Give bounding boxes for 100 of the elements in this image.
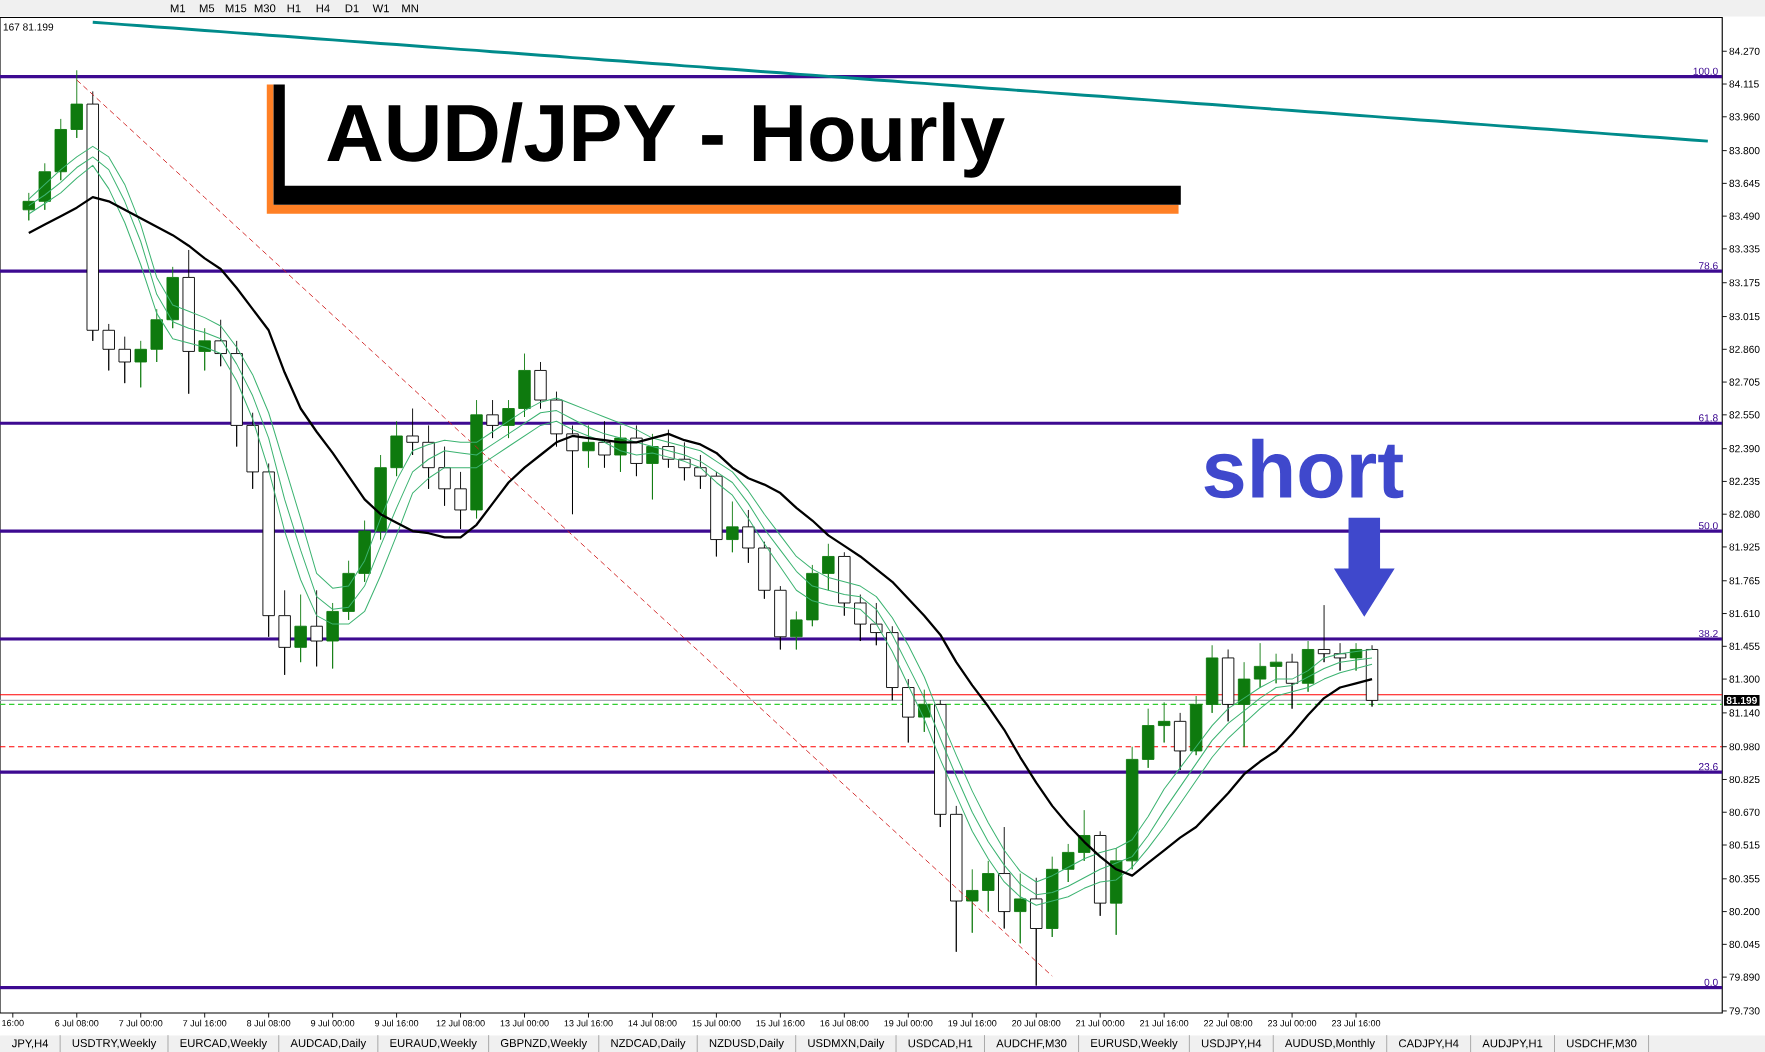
x-tick-label: 16:00 [2,1019,24,1026]
candlestick [1046,855,1059,938]
candlestick [486,399,499,439]
y-tick-label: 83.015 [1729,312,1760,320]
text: GBPNZD,Weekly [500,1038,588,1050]
y-tick-label: 80.670 [1729,808,1760,816]
candlestick [1285,653,1299,709]
annotation: 50.0 [1698,521,1718,530]
x-tick-label: 13 Jul 00:00 [500,1019,549,1027]
candlestick [934,699,947,828]
y-tick-label: 80.355 [1729,875,1760,883]
candlestick [1269,653,1283,684]
candlestick [502,399,515,439]
candlestick [294,593,307,663]
text: H1 [287,4,301,12]
candlestick [1157,701,1171,743]
candlestick [1301,640,1315,692]
candlestick [470,399,483,519]
text: JPY,H4 [11,1039,49,1049]
x-tick-label: 15 Jul 16:00 [756,1019,805,1027]
x-tick-label: 6 Jul 08:00 [55,1019,99,1027]
candlestick [582,424,595,468]
candlestick [950,805,963,952]
y-tick-label: 82.390 [1729,444,1760,453]
candlestick [390,420,403,477]
candlestick [710,471,723,557]
x-tick-label: 12 Jul 08:00 [436,1019,485,1027]
text: NZDUSD,Daily [709,1038,784,1050]
x-tick-label: 23 Jul 00:00 [1268,1019,1317,1027]
text: MN [402,4,418,12]
text: D1 [345,4,359,12]
y-tick-label: 81.140 [1729,709,1760,717]
candlestick [230,340,243,447]
candlestick [886,625,899,701]
candlestick [838,551,851,616]
candlestick [70,69,83,139]
candlestick [1141,707,1155,769]
candlestick [726,500,739,553]
candlestick [134,340,147,388]
text: USDMXN,Daily [808,1038,885,1050]
y-tick-label: 80.045 [1729,940,1760,948]
y-tick-label: 84.270 [1729,47,1760,55]
text: USDCHF,M30 [1567,1039,1637,1049]
candlestick [102,323,115,371]
candlestick [790,610,803,650]
text: AUDUSD,Monthly [1284,1038,1375,1050]
candlestick [438,445,451,506]
annotation: 78.6 [1699,261,1718,270]
candlestick [1030,877,1043,986]
text: W1 [372,4,389,12]
text: EURCAD,Weekly [180,1038,268,1050]
candlestick [646,433,659,500]
text: AUDCAD,Daily [290,1038,367,1050]
x-tick-label: 22 Jul 08:00 [1204,1019,1253,1027]
text: M15 [225,4,247,13]
y-tick-label: 80.515 [1729,841,1760,849]
candlestick [374,454,387,540]
candlestick [550,390,563,447]
x-tick-label: 7 Jul 16:00 [183,1019,227,1027]
x-tick-label: 23 Jul 16:00 [1331,1019,1381,1027]
candlestick [534,361,547,409]
text: M1 [170,4,186,12]
y-tick-label: 80.825 [1729,775,1760,783]
x-tick-label: 20 Jul 08:00 [1012,1019,1061,1027]
x-tick-label: 15 Jul 00:00 [692,1019,741,1027]
candlestick [118,335,131,384]
candlestick [758,541,771,599]
x-tick-label: 9 Jul 00:00 [311,1019,355,1027]
annotation: 61.8 [1699,414,1718,422]
text: EURAUD,Weekly [390,1038,477,1050]
text: H4 [316,4,330,12]
y-tick-label: 81.610 [1729,609,1760,617]
candlestick [1062,843,1075,883]
candlestick [1189,695,1203,756]
y-tick-label: 81.455 [1729,642,1760,650]
text: M30 [254,4,276,13]
y-tick-label: 83.335 [1729,245,1760,253]
text: AUDCHF,M30 [996,1039,1067,1049]
annotation: 23.6 [1698,762,1718,771]
candlestick [166,266,179,329]
candlestick [358,519,371,583]
text: USDCAD,H1 [908,1039,973,1049]
text: AUDJPY,H1 [1482,1039,1543,1049]
y-tick-label: 83.960 [1729,113,1760,121]
candlestick [518,352,531,418]
annotation: 100.0 [1693,67,1718,75]
candlestick [1237,661,1251,747]
x-tick-label: 7 Jul 00:00 [119,1019,163,1027]
candlestick [694,454,707,490]
candlestick [182,249,195,394]
y-tick-label: 80.200 [1729,907,1760,915]
y-tick-label: 82.235 [1729,477,1760,485]
candlestick [1125,746,1139,870]
text: EURUSD,Weekly [1091,1038,1178,1050]
x-tick-label: 13 Jul 16:00 [564,1019,613,1027]
x-tick-label: 19 Jul 00:00 [884,1019,933,1027]
candlestick [326,602,339,669]
annotation: 38.2 [1698,629,1718,637]
y-tick-label: 83.645 [1729,179,1760,187]
text: M5 [199,4,215,13]
